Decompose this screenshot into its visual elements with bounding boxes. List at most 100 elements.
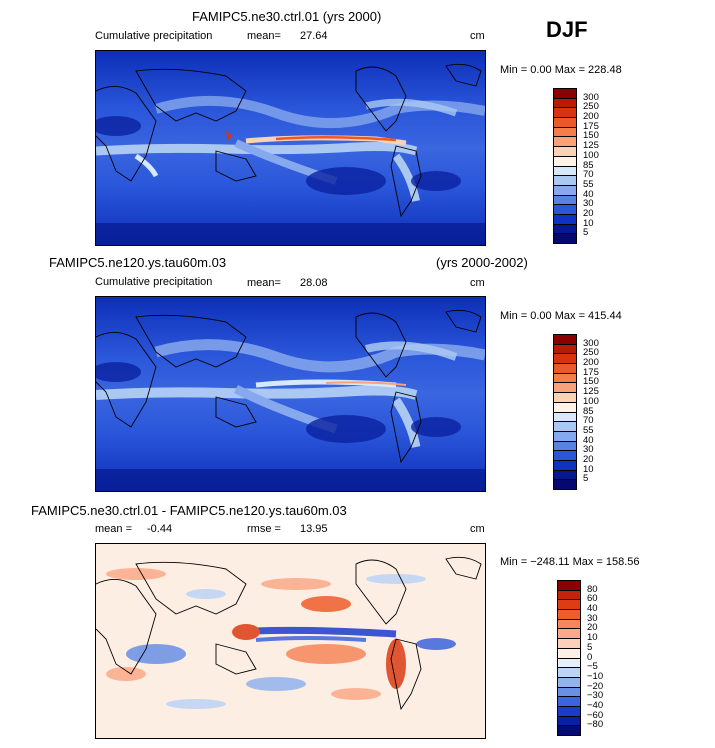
- panel1-mean-value: 27.64: [300, 30, 328, 42]
- panel3-unit: cm: [470, 523, 485, 535]
- panel1-maritime-max: [226, 131, 232, 141]
- colorbar-label: 250: [583, 347, 599, 359]
- panel3-rmse-value: 13.95: [300, 523, 328, 535]
- colorbar-label: 20: [583, 207, 594, 219]
- colorbar-label: −40: [587, 699, 604, 711]
- colorbar-label: 100: [583, 149, 599, 161]
- panel2-samerica-rain: [392, 397, 421, 448]
- colorbar-box: [557, 725, 581, 736]
- panel1-itcz-band: [96, 142, 418, 156]
- panel1-dry-sepacific: [306, 167, 386, 195]
- colorbar-label: 40: [587, 603, 598, 615]
- panel1-dry-satlantic: [411, 171, 461, 191]
- panel1-title: FAMIPC5.ne30.ctrl.01 (yrs 2000): [192, 9, 382, 24]
- panel3-title: FAMIPC5.ne30.ctrl.01 - FAMIPC5.ne120.ys.…: [31, 503, 347, 518]
- colorbar-label: 40: [583, 434, 594, 446]
- panel1-africa-rain: [134, 153, 159, 178]
- panel3-minmax: Min = −248.11 Max = 158.56: [500, 556, 640, 568]
- panel1-colorbar: 300 250 200 175 150 125 100 85 70 55 40 30 20 10 5: [553, 88, 613, 244]
- colorbar-label: 55: [583, 178, 594, 190]
- colorbar-label: 300: [583, 337, 599, 349]
- colorbar-label: 150: [583, 376, 599, 388]
- season-label: DJF: [546, 17, 588, 42]
- panel3-coastlines: [96, 556, 482, 711]
- colorbar-label: 40: [583, 188, 594, 200]
- panel3-mean-value: -0.44: [147, 523, 173, 535]
- panel1-map-svg: [96, 51, 485, 245]
- colorbar-label: 300: [583, 91, 599, 103]
- colorbar-label: 85: [583, 159, 594, 171]
- colorbar-label: 30: [583, 198, 594, 210]
- colorbar-label: 200: [583, 357, 599, 369]
- panel1-subtitle: Cumulative precipitation: [95, 30, 213, 42]
- colorbar-label: 20: [587, 622, 598, 634]
- panel2-title-right: (yrs 2000-2002): [436, 255, 528, 270]
- panel3-diff-patches: [106, 568, 456, 709]
- panel1-mean-label: mean=: [247, 30, 281, 42]
- colorbar-label: 10: [583, 217, 594, 229]
- colorbar-label: 200: [583, 111, 599, 123]
- panel2-map: [95, 296, 486, 492]
- colorbar-label: 55: [583, 424, 594, 436]
- panel2-dry-sahara: [96, 362, 141, 382]
- colorbar-label: 70: [583, 169, 594, 181]
- panel2-colorbar: 300 250 200 175 150 125 100 85 70 55 40 30 20 10 5: [553, 334, 613, 490]
- panel1-minmax: Min = 0.00 Max = 228.48: [500, 64, 622, 76]
- panel2-map-svg: [96, 297, 485, 491]
- panel2-title: FAMIPC5.ne120.ys.tau60m.03: [49, 255, 227, 270]
- panel3-rmse-label: rmse =: [247, 523, 281, 535]
- panel2-coastlines: [96, 309, 482, 464]
- panel1-antarctic: [96, 223, 485, 245]
- colorbar-label: 100: [583, 395, 599, 407]
- panel2-itcz-max: [325, 381, 407, 386]
- colorbar-label: 60: [587, 593, 598, 605]
- panel1-samerica-rain: [392, 153, 420, 202]
- colorbar-box: [553, 479, 577, 490]
- colorbar-label: 70: [583, 415, 594, 427]
- panel2-dry-sepacific: [306, 415, 386, 443]
- colorbar-label: −60: [587, 709, 604, 721]
- colorbar-label: 0: [587, 651, 593, 663]
- panel2-mean-value: 28.08: [300, 277, 328, 289]
- colorbar-label: 30: [583, 444, 594, 456]
- colorbar-label: 20: [583, 453, 594, 465]
- panel3-map: [95, 543, 486, 739]
- colorbar-label: 175: [583, 366, 599, 378]
- colorbar-label: 30: [587, 612, 598, 624]
- colorbar-label: 175: [583, 120, 599, 132]
- colorbar-label: 5: [583, 227, 589, 239]
- panel1-unit: cm: [470, 30, 485, 42]
- panel1-coastlines: [96, 63, 482, 218]
- panel3-mean-label: mean =: [95, 523, 132, 535]
- panel1-map: [95, 50, 486, 246]
- colorbar-label: 80: [587, 583, 598, 595]
- colorbar-label: 85: [583, 405, 594, 417]
- panel2-mean-label: mean=: [247, 277, 281, 289]
- panel1-dry-sahara: [96, 116, 141, 136]
- colorbar-label: 125: [583, 386, 599, 398]
- colorbar-box: [553, 233, 577, 244]
- panel3-map-svg: [96, 544, 485, 738]
- panel2-subtitle: Cumulative precipitation: [95, 276, 213, 288]
- colorbar-label: 10: [587, 632, 598, 644]
- panel1-itcz-max: [275, 135, 397, 142]
- colorbar-label: −5: [587, 661, 598, 673]
- panel2-minmax: Min = 0.00 Max = 415.44: [500, 310, 622, 322]
- panel3-colorbar: 80 60 40 30 20 10 5 0 −5 −10 −20 −30 −40 −60 −80: [557, 580, 617, 736]
- panel2-antarctic: [96, 469, 485, 491]
- colorbar-label: −80: [587, 719, 604, 731]
- panel2-unit: cm: [470, 277, 485, 289]
- colorbar-label: 150: [583, 130, 599, 142]
- panel2-atlantic-storm-track: [365, 341, 458, 361]
- colorbar-label: 5: [587, 641, 593, 653]
- panel2-itcz-band: [96, 385, 418, 400]
- colorbar-label: 10: [583, 463, 594, 475]
- panel1-atlantic-storm-track: [365, 98, 458, 117]
- colorbar-label: 250: [583, 101, 599, 113]
- colorbar-label: −10: [587, 670, 604, 682]
- colorbar-label: −20: [587, 680, 604, 692]
- colorbar-label: 125: [583, 140, 599, 152]
- colorbar-label: 5: [583, 473, 589, 485]
- colorbar-label: −30: [587, 690, 604, 702]
- panel2-dry-satlantic: [411, 417, 461, 437]
